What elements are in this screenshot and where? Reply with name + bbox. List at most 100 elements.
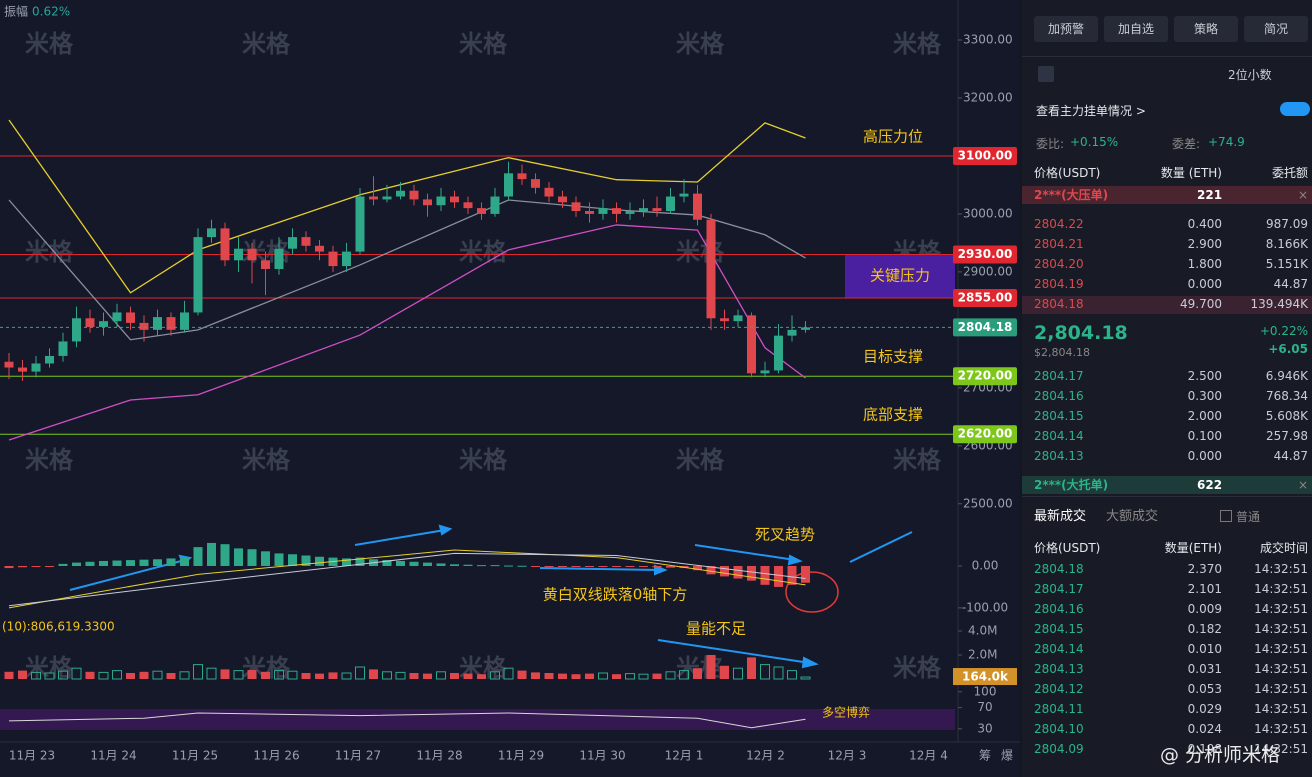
macd-bar bbox=[463, 564, 473, 566]
macd-line bbox=[8, 552, 806, 607]
y-tick-label: 2.0M bbox=[968, 648, 997, 662]
candle-body bbox=[490, 196, 500, 214]
candle-body bbox=[369, 196, 378, 200]
watermark: 米格 bbox=[25, 446, 74, 474]
level-label: 2855.00 bbox=[958, 290, 1013, 304]
macd-bar bbox=[72, 562, 81, 566]
trade-cell: 14:32:51 bbox=[1254, 602, 1308, 616]
macd-bar bbox=[207, 542, 216, 566]
candle-body bbox=[72, 318, 81, 342]
amplitude: 0.62% bbox=[32, 5, 70, 19]
volume-bar bbox=[328, 672, 338, 679]
decimals[interactable]: 2位小数 bbox=[1228, 68, 1272, 82]
macd-bar bbox=[625, 565, 635, 567]
button[interactable]: 加预警 bbox=[1034, 16, 1098, 42]
trade-cell: 0.029 bbox=[1187, 702, 1222, 716]
checkbox[interactable] bbox=[1220, 510, 1232, 522]
axis-icon: 爆 bbox=[1001, 749, 1013, 763]
candle-body bbox=[787, 329, 797, 336]
volume-bar bbox=[733, 667, 743, 680]
volume-bar bbox=[409, 673, 419, 679]
ask-cell: 2804.19 bbox=[1034, 277, 1084, 291]
volume-bar bbox=[760, 664, 770, 680]
candle-body bbox=[328, 251, 338, 267]
button[interactable]: 简况 bbox=[1244, 16, 1308, 42]
volume-bar bbox=[4, 671, 14, 679]
normal-filter[interactable]: 普通 bbox=[1236, 510, 1261, 524]
y-tick-label: 4.0M bbox=[968, 624, 997, 638]
trade-cell: 2804.13 bbox=[1034, 662, 1084, 676]
macd-bar bbox=[315, 556, 324, 566]
candle-body bbox=[666, 196, 675, 212]
macd-bar bbox=[288, 554, 297, 566]
level-label-box bbox=[953, 146, 1017, 165]
candle-body bbox=[585, 211, 594, 214]
volume-bar bbox=[800, 676, 811, 680]
bid-cell: 257.98 bbox=[1266, 429, 1308, 443]
volume-ma-label: (10):806,619.3300 bbox=[2, 620, 115, 634]
x-tick-label: 12月 4 bbox=[909, 749, 948, 763]
candle-body bbox=[274, 248, 284, 269]
layout-icon[interactable] bbox=[1038, 66, 1054, 82]
bid-cell: 0.100 bbox=[1187, 429, 1222, 443]
trade-cell: 14:32:51 bbox=[1254, 702, 1308, 716]
watermark: 米格 bbox=[242, 446, 291, 474]
macd-line bbox=[8, 549, 806, 609]
level-label: 2620.00 bbox=[958, 427, 1013, 441]
macd-bar bbox=[612, 565, 621, 567]
button[interactable]: 加自选 bbox=[1104, 16, 1168, 42]
tab[interactable]: 大额成交 bbox=[1106, 509, 1159, 524]
watermark: 米格 bbox=[893, 30, 942, 58]
divider bbox=[1022, 496, 1312, 497]
watermark: 米格 bbox=[676, 238, 725, 266]
big-ask-qty: 221 bbox=[1197, 188, 1223, 202]
macd-bar bbox=[126, 560, 135, 566]
note: 多空博弈 bbox=[822, 705, 870, 720]
big-bid-label: 2***(大托单) bbox=[1034, 478, 1109, 492]
macd-bar bbox=[153, 559, 162, 566]
main-orders[interactable]: 查看主力挂单情况 > bbox=[1036, 104, 1146, 118]
volume-bar bbox=[44, 672, 55, 680]
candle-body bbox=[504, 173, 513, 197]
macd-bar bbox=[531, 565, 540, 567]
level-note: 底部支撑 bbox=[863, 406, 923, 424]
bid-cell: 2804.15 bbox=[1034, 409, 1084, 423]
tab[interactable]: 最新成交 bbox=[1034, 509, 1087, 524]
book-header: 委托额 bbox=[1271, 166, 1308, 180]
macd-bar bbox=[99, 560, 108, 566]
bid-cell: 0.000 bbox=[1187, 449, 1222, 463]
candle-body bbox=[639, 208, 648, 212]
close-icon[interactable]: × bbox=[1298, 478, 1309, 492]
ask-cell: 2.900 bbox=[1187, 237, 1222, 251]
candle-body bbox=[463, 202, 473, 209]
macd-bar bbox=[666, 565, 675, 568]
chart-background bbox=[0, 0, 1020, 777]
macd-bar bbox=[787, 565, 797, 585]
trade-cell: 0.024 bbox=[1187, 722, 1222, 736]
volume-bar bbox=[179, 671, 190, 680]
close-icon[interactable]: × bbox=[1298, 188, 1309, 202]
button[interactable]: 策略 bbox=[1174, 16, 1238, 42]
level-label: 3100.00 bbox=[958, 148, 1013, 162]
toggle[interactable] bbox=[1280, 102, 1310, 116]
book-header: 数量 (ETH) bbox=[1160, 166, 1222, 180]
note: 黄白双线跌落0轴下方 bbox=[543, 586, 688, 604]
x-tick-label: 11月 27 bbox=[335, 749, 381, 763]
candle-body bbox=[436, 196, 446, 206]
volume-bar bbox=[301, 673, 311, 679]
candle-body bbox=[652, 208, 662, 212]
candle-body bbox=[153, 317, 162, 330]
bid-cell: 2804.16 bbox=[1034, 389, 1084, 403]
bid-cell: 6.946K bbox=[1265, 369, 1308, 383]
last-price: 2,804.18 bbox=[1034, 322, 1128, 344]
ask-cell: 2804.20 bbox=[1034, 257, 1084, 271]
candle-body bbox=[679, 193, 689, 197]
diff: +74.9 bbox=[1208, 135, 1245, 149]
macd-bar bbox=[58, 563, 68, 566]
big-ask-bar bbox=[1022, 186, 1312, 204]
volume-bar bbox=[261, 671, 270, 679]
volume-bar bbox=[773, 666, 784, 680]
trade-cell: 14:32:51 bbox=[1254, 642, 1308, 656]
